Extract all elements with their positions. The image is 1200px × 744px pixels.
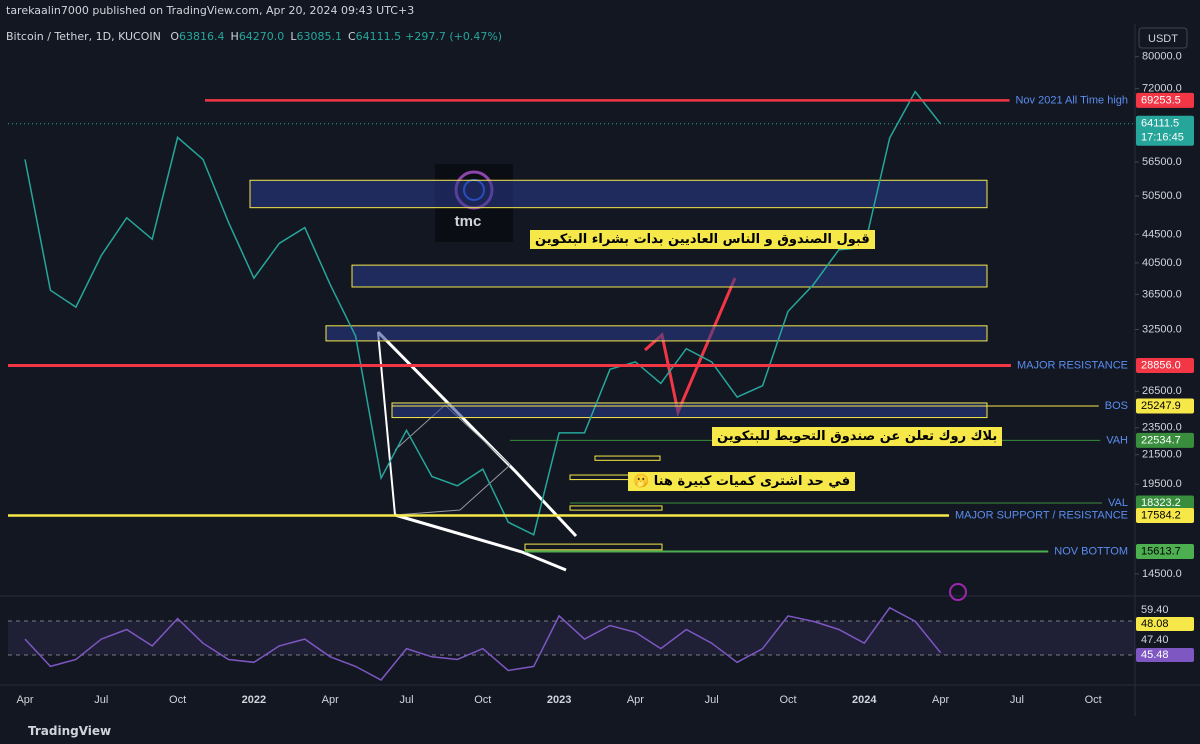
x-tick-label: Oct — [1085, 694, 1102, 706]
y-tick-label: 36500.0 — [1142, 288, 1182, 300]
price-line — [24, 90, 942, 536]
x-tick-label: Jul — [705, 694, 719, 706]
price-badge — [1136, 358, 1194, 374]
level-name: NOV BOTTOM — [1054, 545, 1128, 557]
annotation: بلاك روك تعلن عن صندوق التحويط للبتكوين — [712, 427, 1003, 446]
y-tick-label: 19500.0 — [1142, 478, 1182, 490]
zone — [249, 179, 988, 209]
annotation: قبول الصندوق و الناس العاديين بدات بشراء… — [530, 230, 875, 249]
x-tick-label: 2024 — [852, 694, 877, 706]
publisher: tarekaalin7000 published on TradingView.… — [6, 4, 415, 17]
x-tick-label: Apr — [322, 694, 339, 706]
price-badge-label: 18323.2 — [1141, 497, 1181, 509]
ohlc-key: H — [230, 30, 239, 43]
alert-icon — [949, 583, 967, 601]
rsi-badge — [1136, 648, 1194, 662]
x-tick-label: 2023 — [547, 694, 571, 706]
rsi-badge — [1136, 617, 1194, 631]
current-price-badge — [1136, 115, 1194, 146]
zone — [391, 402, 988, 419]
price-badge — [1136, 432, 1194, 448]
price-badge — [1136, 398, 1194, 414]
x-tick-label: Apr — [16, 694, 33, 706]
price-badge-label: 28856.0 — [1141, 359, 1181, 371]
y-tick-label: 23500.0 — [1142, 422, 1182, 434]
zone — [351, 264, 988, 288]
x-tick-label: Apr — [932, 694, 949, 706]
rsi-badge — [1136, 633, 1194, 647]
ohlc-value: 64270.0 — [238, 30, 285, 43]
current-price-label: 64111.5 — [1141, 118, 1179, 130]
zone — [325, 325, 988, 342]
level-name: MAJOR SUPPORT / RESISTANCE — [955, 509, 1128, 521]
zone — [569, 505, 663, 511]
y-tick-label: 40500.0 — [1142, 257, 1182, 269]
x-tick-label: Jul — [1010, 694, 1024, 706]
y-tick-label: 21500.0 — [1142, 449, 1182, 461]
level-name: BOS — [1105, 400, 1128, 412]
y-tick-label: 50500.0 — [1142, 190, 1182, 202]
y-tick-label: 80000.0 — [1142, 51, 1182, 63]
x-tick-label: Oct — [169, 694, 186, 706]
ohlc-value: 64111.5 — [355, 30, 402, 43]
x-tick-label: Jul — [94, 694, 108, 706]
zone — [594, 455, 661, 461]
rsi-label: 48.08 — [1141, 618, 1169, 630]
price-badge-label: 15613.7 — [1141, 545, 1181, 557]
ohlc-key: L — [290, 30, 297, 43]
x-tick-label: 2022 — [242, 694, 266, 706]
countdown: 17:16:45 — [1141, 132, 1184, 144]
rsi-badge — [1136, 603, 1194, 617]
channel-drawing — [394, 404, 511, 516]
rsi-label: 47.40 — [1141, 634, 1169, 646]
wedge-line — [394, 513, 567, 572]
price-badge — [1136, 92, 1194, 108]
x-tick-label: Oct — [779, 694, 796, 706]
ohlc-key: C — [347, 30, 356, 43]
symbol-legend: Bitcoin / Tether, 1D, KUCOIN O63816.4 H64… — [6, 30, 502, 43]
rsi-line — [24, 606, 942, 681]
footer: TradingView — [28, 724, 112, 738]
arrow-drawing — [644, 277, 737, 417]
rsi-band — [8, 621, 1135, 655]
price-badge-label: 69253.5 — [1141, 94, 1181, 106]
ohlc-change: +297.7 (+0.47%) — [405, 30, 503, 43]
price-badge-label: 17584.2 — [1141, 509, 1181, 521]
price-badge — [1136, 508, 1194, 524]
y-tick-label: 26500.0 — [1142, 385, 1182, 397]
x-tick-label: Jul — [399, 694, 413, 706]
level-name: Nov 2021 All Time high — [1015, 94, 1128, 106]
ohlc-value: 63085.1 — [296, 30, 342, 43]
y-tick-label: 44500.0 — [1142, 228, 1182, 240]
level-name: VAL — [1108, 497, 1128, 509]
wedge-line — [377, 331, 396, 516]
annotation: في حد اشترى كميات كبيرة هنا 🫢 — [628, 472, 856, 491]
y-tick-label: 56500.0 — [1142, 156, 1182, 168]
ohlc-key: O — [170, 30, 180, 43]
price-badge — [1136, 544, 1194, 560]
currency: USDT — [1148, 33, 1178, 45]
currency-box — [1138, 27, 1188, 49]
price-badge — [1136, 495, 1194, 511]
y-tick-label: 32500.0 — [1142, 323, 1182, 335]
y-tick-label: 14500.0 — [1142, 568, 1182, 580]
zone — [524, 543, 663, 551]
x-tick-label: Apr — [627, 694, 644, 706]
ohlc-value: 63816.4 — [179, 30, 225, 43]
rsi-label: 59.40 — [1141, 604, 1169, 616]
price-badge-label: 22534.7 — [1141, 434, 1181, 446]
symbol: Bitcoin / Tether, 1D, KUCOIN — [6, 30, 161, 43]
background — [0, 24, 1200, 744]
level-name: VAH — [1106, 434, 1128, 446]
price-badge-label: 25247.9 — [1141, 400, 1181, 412]
watermark: tmc — [455, 213, 482, 230]
level-name: MAJOR RESISTANCE — [1017, 359, 1128, 371]
y-tick-label: 72000.0 — [1142, 83, 1182, 95]
rsi-label: 45.48 — [1141, 649, 1169, 661]
x-tick-label: Oct — [474, 694, 491, 706]
